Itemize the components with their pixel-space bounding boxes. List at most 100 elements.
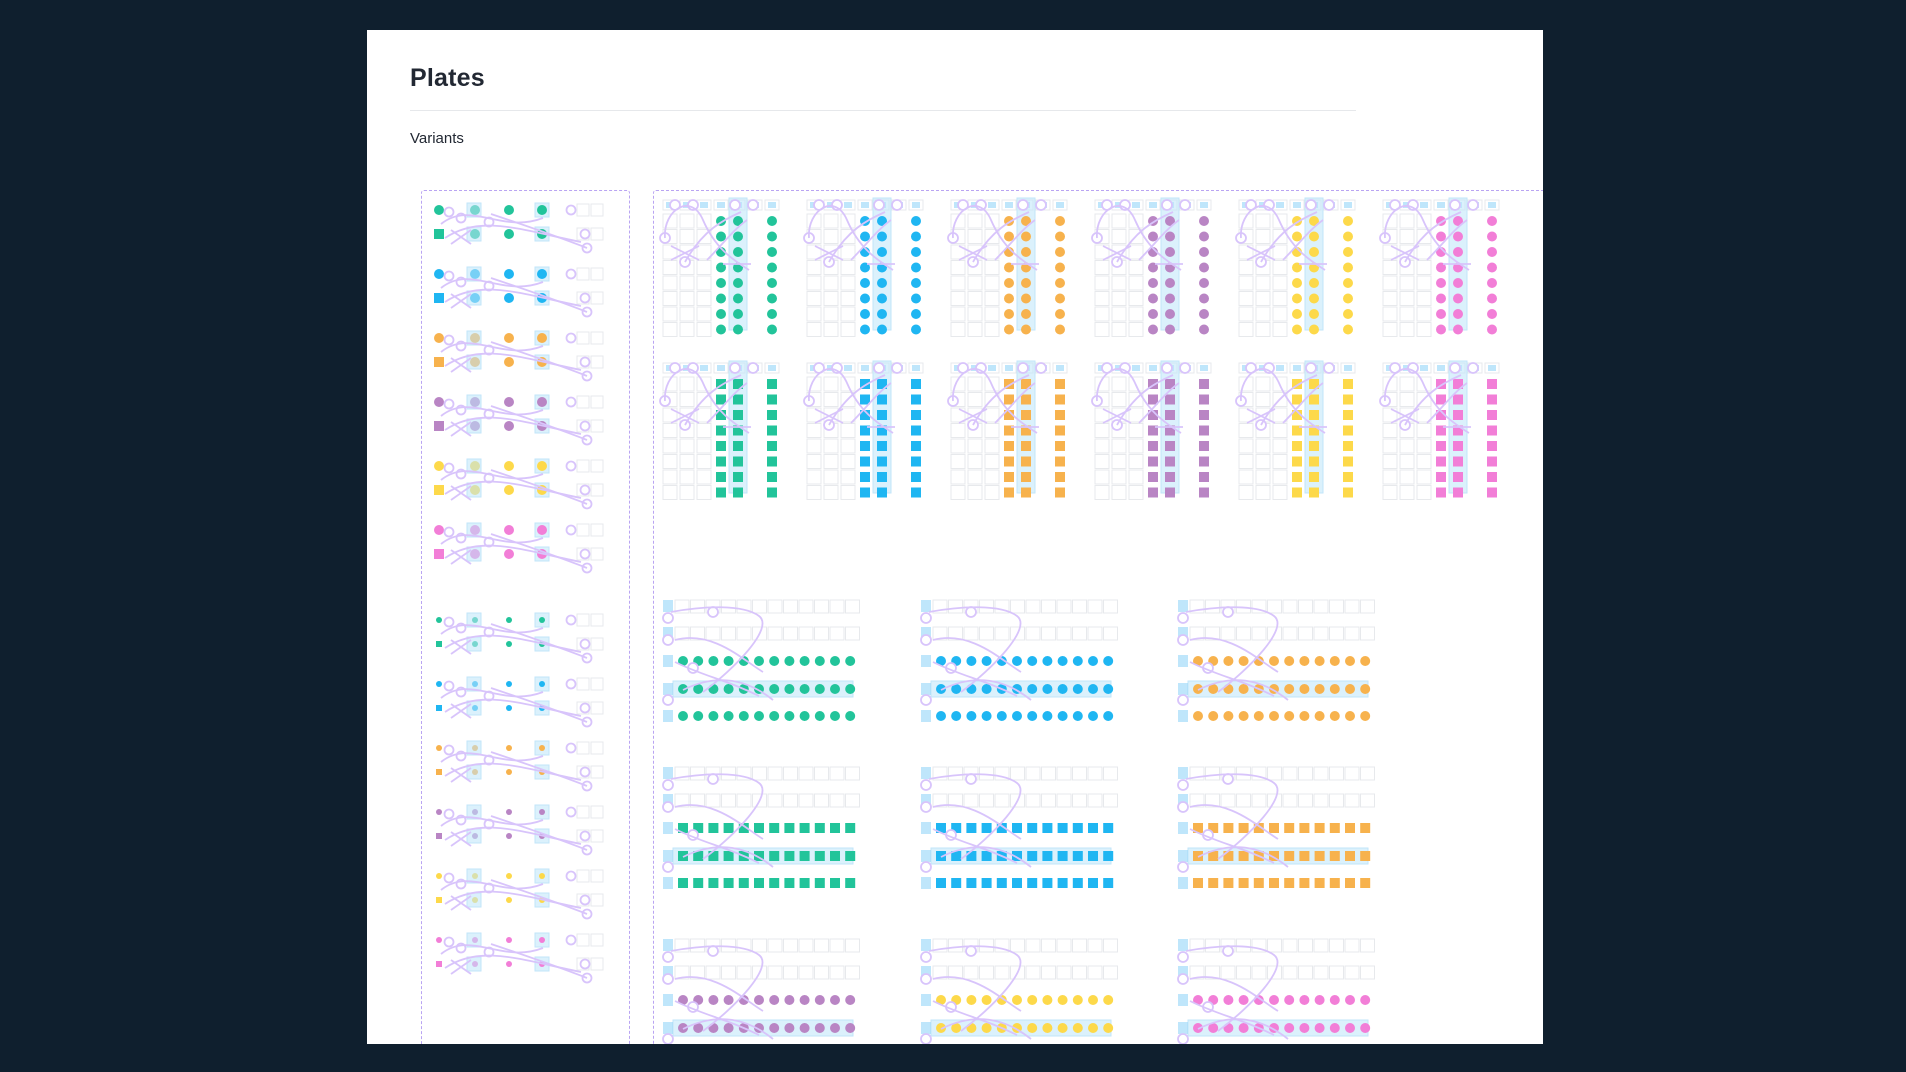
well-cell (963, 793, 979, 808)
circle-icon (1284, 684, 1295, 694)
plate-horizontal-yellow-circle (920, 938, 1118, 1044)
circle-icon (784, 711, 795, 721)
square-icon (830, 851, 840, 861)
well-cell (1313, 766, 1329, 781)
well-cell (590, 677, 604, 691)
connector-line (932, 637, 1022, 673)
row-label-chip (921, 877, 931, 889)
row-label-chip (663, 600, 673, 612)
circle-icon (1314, 1023, 1325, 1033)
circle-icon (733, 324, 743, 335)
row-label-chip (921, 794, 931, 806)
row-label-chip (1178, 850, 1188, 862)
well-cell (590, 765, 604, 779)
circle-icon (1343, 231, 1353, 242)
well-cell (679, 454, 695, 469)
well-cell (1087, 965, 1103, 980)
header-chip (1344, 202, 1352, 208)
well-cell (1094, 244, 1110, 260)
well-cell (1255, 376, 1271, 392)
connector-node (662, 861, 674, 873)
well-cell (967, 291, 983, 306)
circle-icon (1021, 247, 1031, 257)
well-cell (590, 547, 604, 561)
well-cell (721, 793, 736, 808)
circle-icon (537, 269, 547, 279)
square-icon (716, 472, 726, 482)
circle-icon (504, 485, 514, 495)
row-label-chip (1178, 966, 1188, 978)
circle-icon (1057, 684, 1068, 694)
well-cell (967, 306, 983, 322)
circle-icon (1027, 1023, 1038, 1033)
well-cell (705, 626, 721, 641)
well-cell (783, 626, 798, 641)
square-icon (767, 425, 777, 436)
well-cell (1094, 485, 1110, 500)
square-icon (1284, 878, 1295, 888)
square-icon (911, 379, 921, 389)
square-icon (436, 961, 442, 967)
circle-icon (537, 525, 547, 535)
square-icon (1072, 878, 1083, 888)
well-cell (829, 626, 845, 641)
well-cell (1382, 306, 1398, 322)
square-icon (1021, 472, 1031, 482)
row-label-chip (663, 994, 673, 1006)
square-icon (1199, 472, 1209, 482)
well-cell (705, 793, 721, 808)
connector-node (1305, 199, 1317, 211)
well-cell (1272, 423, 1288, 438)
row-label-chip (921, 767, 931, 779)
circle-icon (506, 833, 512, 839)
well-cell (1205, 793, 1220, 808)
connector-node (1017, 199, 1029, 211)
connector-line (674, 804, 764, 840)
connector-node (443, 680, 455, 692)
well-cell (696, 275, 712, 291)
circle-icon (1088, 711, 1098, 721)
circle-icon (1453, 309, 1463, 319)
circle-icon (966, 684, 977, 694)
well-cell (1416, 275, 1432, 291)
well-cell (1344, 965, 1360, 980)
well-cell (798, 599, 814, 614)
well-cell (1010, 599, 1025, 614)
well-cell (1344, 599, 1360, 614)
circle-icon (1199, 216, 1209, 226)
circle-icon (693, 711, 704, 721)
well-cell (1238, 454, 1254, 469)
connector-node (443, 936, 455, 948)
square-icon (1292, 425, 1302, 436)
connector-node (565, 332, 577, 344)
circle-icon (1165, 231, 1175, 242)
row-label-chip (1178, 767, 1188, 779)
circle-icon (1487, 293, 1497, 304)
connector-node (920, 973, 932, 985)
circle-icon (1103, 684, 1114, 694)
square-icon (1292, 379, 1302, 389)
circle-icon (716, 231, 726, 242)
well-cell (950, 322, 966, 337)
connector-line (1240, 205, 1326, 271)
circle-icon (1088, 656, 1098, 666)
circle-icon (1284, 656, 1295, 666)
circle-icon (860, 278, 870, 288)
circle-icon (799, 711, 810, 721)
connector-node (443, 526, 455, 538)
well-cell (963, 626, 979, 641)
square-icon (1088, 851, 1098, 861)
circle-icon (1004, 278, 1014, 288)
connector-line (490, 687, 588, 723)
connector-node (565, 934, 577, 946)
circle-icon (708, 995, 719, 1005)
connector-node (565, 460, 577, 472)
well-cell (576, 869, 590, 883)
row-label-chip (663, 1022, 673, 1034)
connector-node (443, 808, 455, 820)
circle-icon (1487, 231, 1497, 242)
well-cell (798, 965, 814, 980)
square-icon (1314, 851, 1325, 861)
well-cell (979, 965, 994, 980)
connector-line (706, 219, 748, 261)
